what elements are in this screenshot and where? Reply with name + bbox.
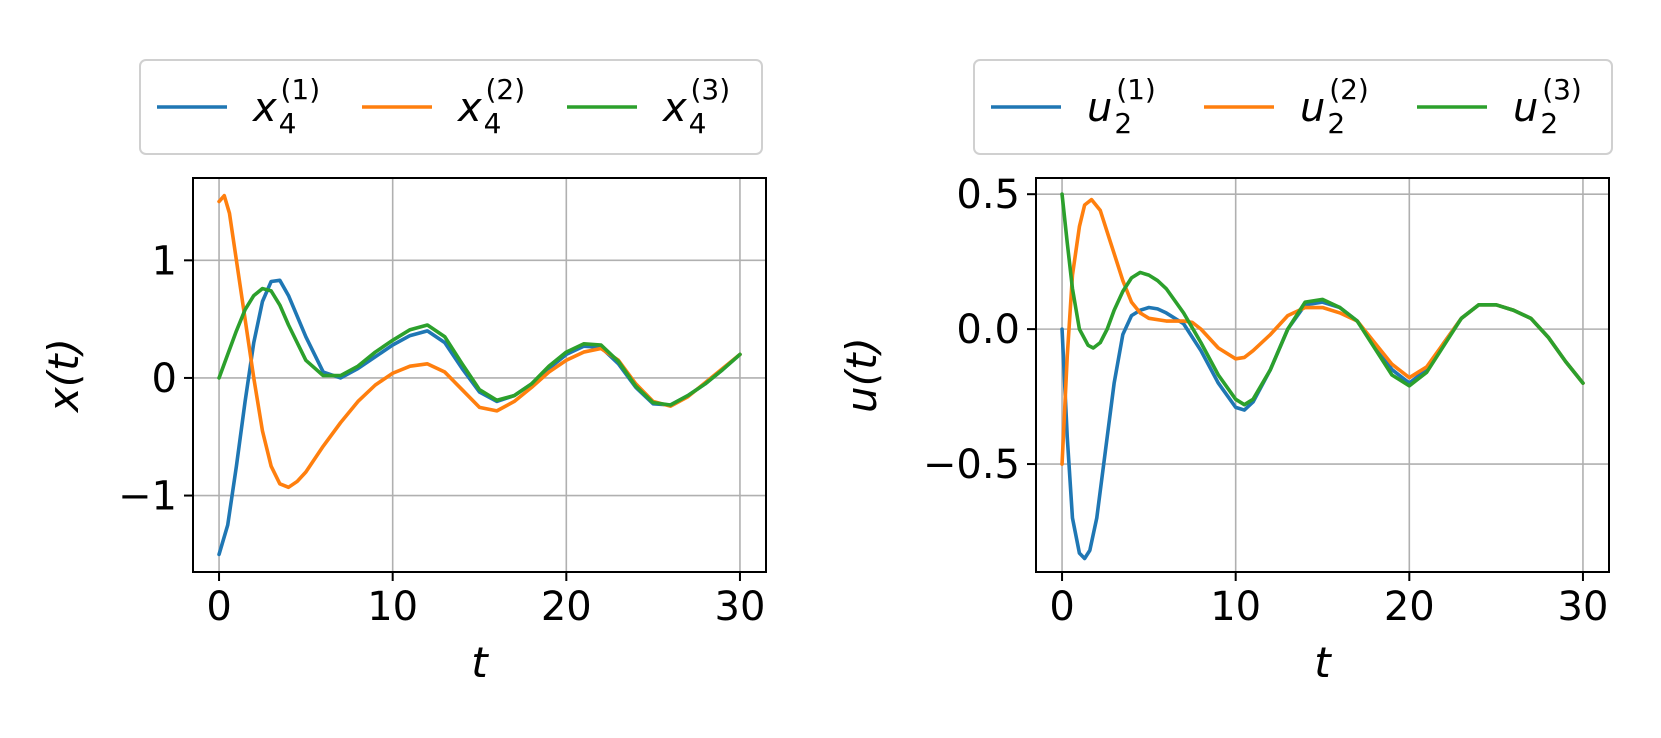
series-line-2 [1060, 197, 1585, 466]
x-tick-label: 20 [1384, 584, 1435, 630]
legend-label-2: x4(2) [456, 73, 525, 140]
x-tick-label: 20 [541, 584, 592, 630]
plot-frame [1035, 177, 1610, 573]
y-tick-label: 0 [152, 356, 177, 402]
right-panel-u: 0 10 20 30 −0.5 0.0 0.5 t u(t) u2(1) u2(2) u2(3) [837, 59, 1613, 687]
series-line-3 [217, 286, 742, 407]
series-group [217, 193, 742, 557]
x-tick-label: 0 [1049, 584, 1074, 630]
x-axis-label: t [1314, 638, 1332, 687]
legend-label-3: x4(3) [661, 73, 730, 140]
y-axis-label: x(t) [39, 338, 88, 414]
plot-frame [192, 177, 767, 573]
x-tick-label: 30 [715, 584, 766, 630]
legend-label-1: x4(1) [251, 73, 320, 140]
y-tick-label: 1 [152, 238, 177, 284]
legend-label-3: u2(3) [1513, 73, 1582, 140]
series-group [1060, 192, 1585, 561]
series-line-3 [1060, 192, 1585, 407]
x-tick-label: 0 [206, 584, 231, 630]
y-tick-label: 0.5 [956, 172, 1020, 218]
legend-label-1: u2(1) [1087, 73, 1156, 140]
legend-label-2: u2(2) [1300, 73, 1369, 140]
left-panel-x: 0 10 20 30 −1 0 1 t x(t) x4(1) x4(2) x4(3) [39, 59, 767, 687]
x-tick-label: 10 [367, 584, 418, 630]
y-axis-label: u(t) [837, 337, 886, 413]
y-tick-label: −1 [118, 474, 177, 520]
legend-box [973, 59, 1613, 155]
x-tick-label: 30 [1558, 584, 1609, 630]
x-axis-label: t [471, 638, 489, 687]
x-tick-label: 10 [1210, 584, 1261, 630]
legend: x4(1) x4(2) x4(3) [139, 59, 763, 155]
y-tick-label: −0.5 [923, 442, 1020, 488]
legend: u2(1) u2(2) u2(3) [973, 59, 1613, 155]
series-line-1 [217, 278, 742, 557]
y-tick-label: 0.0 [956, 307, 1020, 353]
series-line-1 [1060, 300, 1585, 561]
legend-box [139, 59, 763, 155]
